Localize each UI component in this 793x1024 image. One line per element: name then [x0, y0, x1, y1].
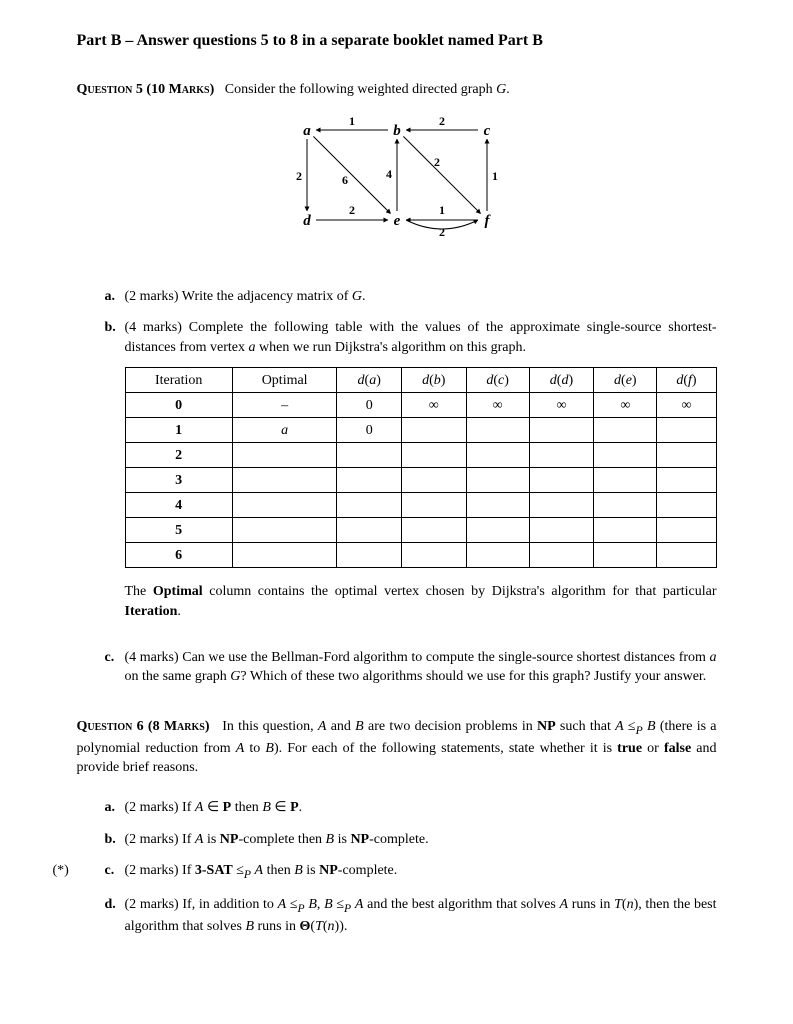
q6-subitems: a. (2 marks) If A ∈ P then B ∈ P. b. (2 … — [77, 798, 717, 937]
q5-intro: Consider the following weighted directed… — [225, 82, 496, 97]
svg-text:6: 6 — [342, 173, 348, 187]
q5-gname: G — [496, 82, 506, 97]
svg-text:2: 2 — [349, 203, 355, 217]
q6-a: a. (2 marks) If A ∈ P then B ∈ P. — [105, 798, 717, 818]
svg-text:2: 2 — [296, 169, 302, 183]
q6-label: Question 6 (8 Marks) — [77, 719, 210, 734]
svg-text:1: 1 — [349, 114, 355, 128]
q6-c: c. (2 marks) If 3-SAT ≤P A then B is NP-… — [105, 861, 717, 883]
svg-text:4: 4 — [386, 167, 392, 181]
q5-subitems: a. (2 marks) Write the adjacency matrix … — [77, 287, 717, 687]
q6-d: d. (2 marks) If, in addition to A ≤P B, … — [105, 895, 717, 937]
dijkstra-table: IterationOptimald(a)d(b)d(c)d(d)d(e)d(f)… — [125, 367, 717, 568]
graph-diagram: abcdef 1224216212 — [77, 110, 717, 257]
svg-text:2: 2 — [439, 225, 445, 239]
q6-b: b. (2 marks) If A is NP-complete then B … — [105, 830, 717, 850]
svg-text:a: a — [303, 123, 311, 139]
part-title: Part B – Answer questions 5 to 8 in a se… — [77, 30, 717, 52]
svg-text:e: e — [393, 213, 400, 229]
q5-c: c. (4 marks) Can we use the Bellman-Ford… — [105, 648, 717, 687]
svg-text:2: 2 — [434, 155, 440, 169]
q5-a: a. (2 marks) Write the adjacency matrix … — [105, 287, 717, 307]
svg-text:c: c — [483, 123, 490, 139]
svg-text:2: 2 — [439, 114, 445, 128]
table-note: The Optimal column contains the optimal … — [125, 582, 717, 621]
svg-text:1: 1 — [492, 169, 498, 183]
q6-header: Question 6 (8 Marks) In this question, A… — [77, 717, 717, 778]
q5-header: Question 5 (10 Marks) Consider the follo… — [77, 80, 717, 100]
svg-text:1: 1 — [439, 203, 445, 217]
q5-b: b. (4 marks) Complete the following tabl… — [105, 318, 717, 635]
svg-text:b: b — [393, 123, 401, 139]
svg-text:d: d — [303, 213, 311, 229]
q5-label: Question 5 (10 Marks) — [77, 82, 215, 97]
